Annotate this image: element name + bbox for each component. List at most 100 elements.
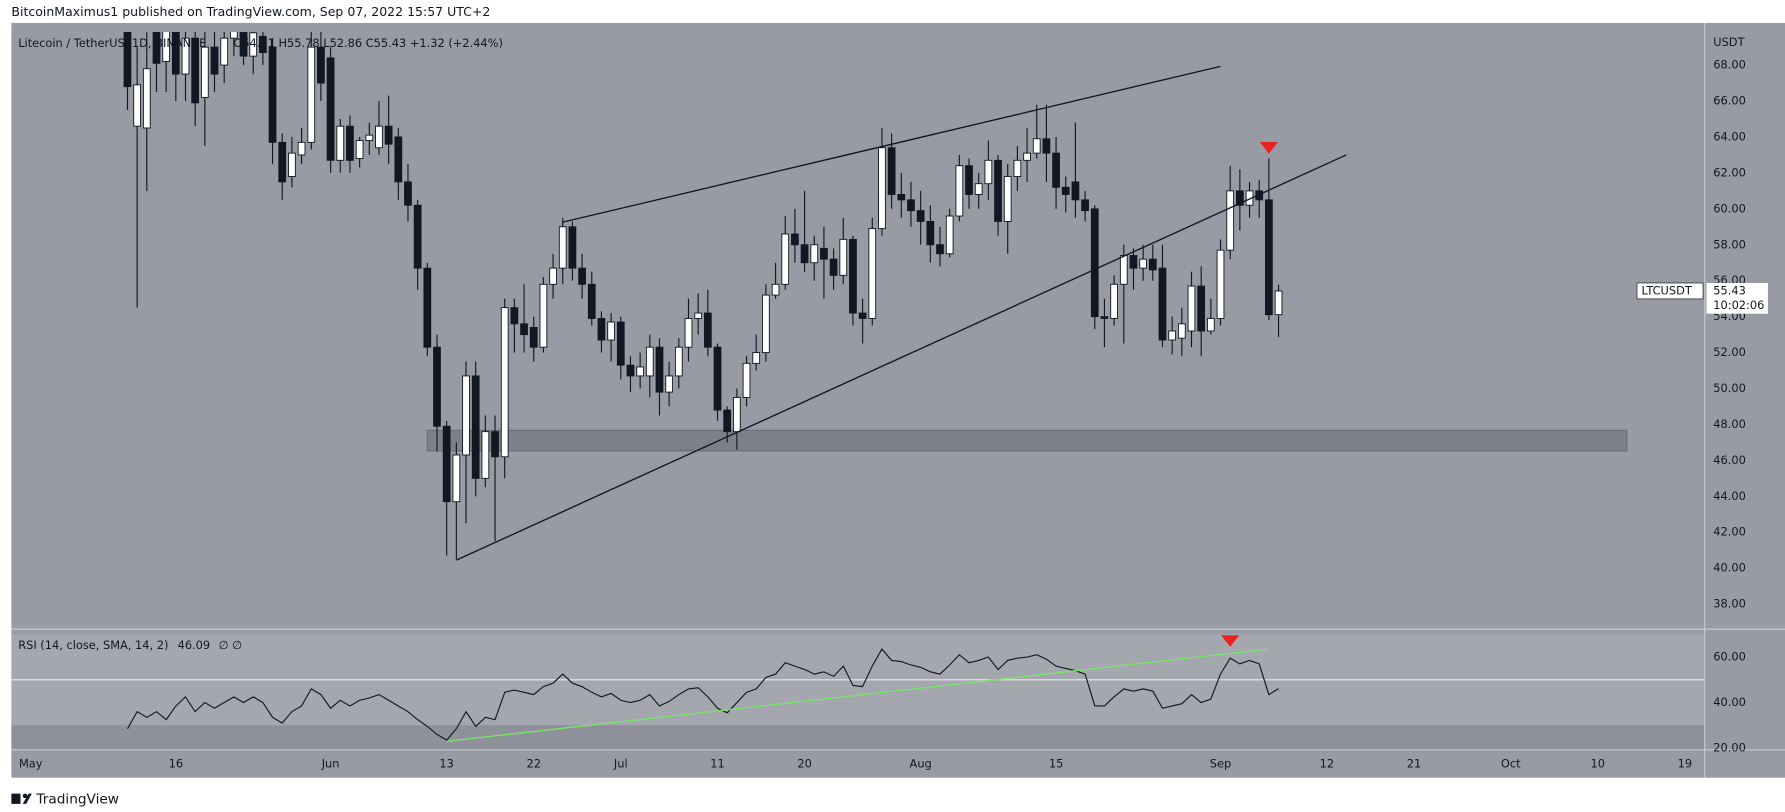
candle-body	[1216, 249, 1225, 319]
candle-body	[1110, 283, 1118, 319]
candle-body	[1168, 330, 1177, 341]
candle-body	[945, 215, 954, 255]
candle-body	[1061, 186, 1070, 195]
candle-body	[849, 238, 857, 314]
candle-body	[394, 136, 403, 183]
x-tick-label: 16	[169, 757, 183, 771]
candle-body	[500, 307, 509, 458]
publisher-line: BitcoinMaximus1 published on TradingView…	[11, 4, 490, 19]
candle-body	[732, 397, 741, 433]
candle-body	[1235, 190, 1244, 206]
y-tick-label: 64.00	[1713, 129, 1746, 143]
x-tick-label: 13	[439, 757, 453, 771]
candle-body	[607, 321, 615, 341]
countdown-label: 10:02:06	[1713, 298, 1764, 312]
candle-body	[616, 321, 625, 366]
candle-body	[897, 194, 906, 201]
candle-body	[462, 375, 470, 456]
last-price-label: 55.43	[1713, 283, 1746, 297]
candle-body	[1226, 190, 1235, 251]
candle-body	[926, 220, 935, 246]
candle-body	[955, 165, 964, 217]
candle-body	[1081, 199, 1089, 212]
symbol-label-box	[1636, 282, 1704, 300]
x-tick-label: 15	[1049, 757, 1063, 771]
y-tick-label: 50.00	[1713, 381, 1746, 395]
candle-body	[317, 46, 325, 84]
candle-body	[1139, 258, 1148, 269]
x-tick-label: Sep	[1210, 757, 1231, 771]
y-tick-label: 52.00	[1713, 345, 1746, 359]
candle-body	[936, 244, 944, 255]
candle-body	[1119, 255, 1128, 285]
candle-body	[1042, 138, 1051, 154]
candle-body	[994, 159, 1002, 222]
candle-body	[268, 46, 277, 143]
candle-body	[810, 244, 819, 264]
candle-body	[965, 165, 973, 195]
candle-body	[133, 84, 142, 127]
candle-body	[162, 32, 171, 62]
candle-body	[423, 267, 432, 348]
candle-body	[210, 46, 219, 75]
candle-body	[839, 238, 848, 276]
candle-body	[384, 125, 393, 145]
candle-body	[413, 204, 422, 269]
candle-body	[674, 346, 683, 377]
y-tick-label: 46.00	[1713, 453, 1746, 467]
candle-body	[597, 317, 606, 341]
candle-body	[858, 312, 867, 319]
candle-body	[1071, 181, 1080, 201]
candle-body	[200, 46, 209, 98]
y-tick-label: 68.00	[1713, 58, 1746, 72]
candle-body	[887, 147, 896, 195]
candle-body	[471, 375, 480, 479]
candle-body	[800, 244, 809, 264]
rsi-tick-label: 20.00	[1713, 741, 1746, 755]
x-tick-label: 20	[797, 757, 811, 771]
candle-body	[626, 364, 635, 377]
symbol-label: LTCUSDT	[1642, 283, 1692, 297]
candle-body	[684, 317, 693, 348]
candle-body	[1187, 285, 1196, 332]
candle-body	[723, 409, 732, 433]
candle-body	[762, 294, 770, 354]
candle-body	[239, 32, 248, 57]
candle-body	[1197, 285, 1206, 332]
x-tick-label: May	[19, 757, 43, 771]
candle-body	[404, 181, 412, 206]
candle-body	[433, 346, 441, 427]
candle-body	[1274, 290, 1283, 316]
candle-body	[1052, 152, 1060, 188]
candle-body	[1090, 208, 1099, 318]
candle-body	[1013, 159, 1022, 177]
candle-body	[442, 425, 451, 503]
candle-body	[452, 454, 461, 503]
y-tick-label: 62.00	[1713, 165, 1746, 179]
candle-body	[365, 134, 374, 142]
support-zone	[426, 429, 1628, 452]
candle-body	[539, 283, 548, 348]
candle-body	[907, 199, 915, 212]
candle-body	[636, 366, 645, 377]
candle-body	[568, 226, 577, 269]
candle-body	[326, 57, 335, 161]
candle-body	[820, 247, 828, 260]
rsi-tick-label: 60.00	[1713, 650, 1746, 664]
candle-body	[703, 312, 712, 348]
rsi-oversold-area	[11, 725, 1705, 750]
rsi-line	[127, 648, 1279, 741]
candle-body	[1100, 316, 1109, 319]
candle-body	[1023, 152, 1031, 161]
candle-body	[665, 375, 674, 393]
candle-body	[288, 152, 296, 177]
candle-body	[220, 37, 229, 66]
x-tick-label: 21	[1407, 757, 1421, 771]
candle-body	[142, 68, 151, 129]
candle-body	[791, 233, 799, 246]
candle-body	[481, 431, 490, 479]
candle-body	[781, 233, 790, 285]
candle-body	[520, 323, 528, 336]
